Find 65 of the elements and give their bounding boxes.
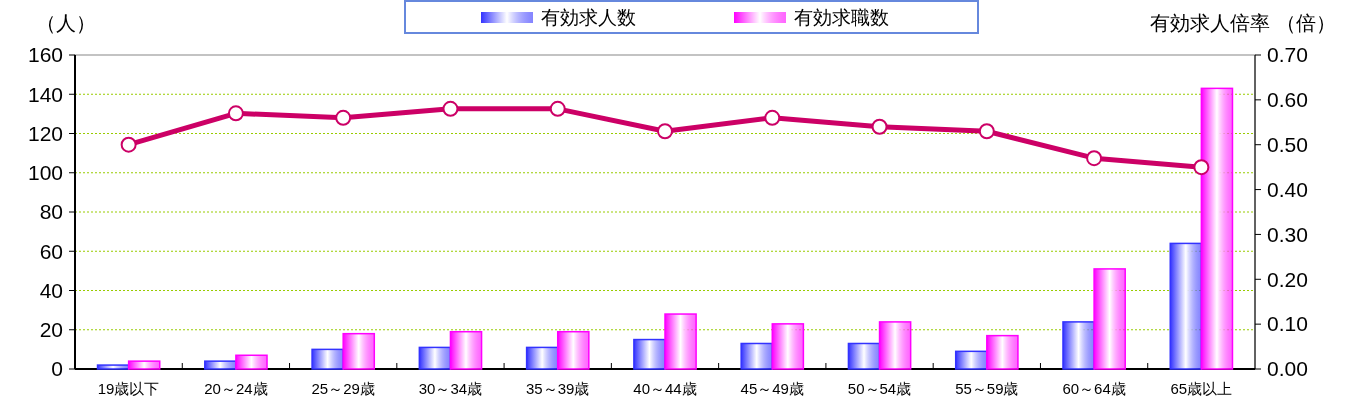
bar (418, 346, 452, 370)
bar (740, 342, 774, 370)
point (335, 109, 352, 126)
bar (204, 360, 237, 370)
legend-label: 有効求職数 (794, 6, 889, 28)
bar (1093, 268, 1126, 370)
y2-tick-label: 0.50 (1267, 133, 1308, 157)
y2-tick-label: 0.60 (1267, 88, 1308, 112)
bar (1200, 87, 1234, 370)
y2-tick-label: 0.20 (1267, 267, 1308, 291)
y2-tick-label: 0.10 (1267, 312, 1308, 336)
y-tick-label: 80 (39, 200, 63, 224)
point (1086, 150, 1103, 167)
point (549, 100, 566, 117)
point (442, 100, 459, 117)
x-tick-label: 25～29歳 (311, 380, 375, 397)
y2-tick-label: 0.40 (1267, 177, 1308, 201)
y-tick-label: 140 (27, 82, 63, 106)
bar (986, 334, 1019, 370)
y2-tick-label: 0.00 (1267, 357, 1308, 381)
bar (96, 364, 130, 370)
point (764, 109, 781, 126)
point (978, 123, 995, 140)
point (120, 136, 137, 153)
bar (633, 338, 666, 370)
x-tick-label: 30～34歳 (418, 380, 483, 397)
x-tick-label: 19歳以下 (97, 380, 160, 397)
x-tick-label: 40～44歳 (633, 380, 697, 397)
x-tick-label: 50～54歳 (847, 380, 912, 397)
bar (878, 321, 912, 370)
x-tick-label: 55～59歳 (955, 380, 1019, 397)
point (227, 105, 244, 122)
y2-tick-label: 0.30 (1267, 222, 1308, 246)
bar (342, 332, 376, 370)
y-axis-title: （人） (36, 12, 96, 34)
y-tick-label: 20 (39, 318, 63, 342)
bar (525, 346, 559, 370)
bar (771, 323, 805, 370)
x-tick-label: 35～39歳 (526, 380, 590, 397)
x-tick-label: 65歳以上 (1170, 380, 1233, 397)
y-tick-label: 60 (39, 239, 63, 263)
y-tick-label: 100 (27, 161, 63, 185)
bar (954, 350, 988, 370)
y-tick-label: 160 (27, 43, 63, 67)
bar (847, 342, 881, 370)
bar (235, 354, 268, 370)
point (657, 123, 673, 140)
y2-tick-label: 0.70 (1267, 43, 1308, 67)
bar (556, 330, 590, 370)
x-tick-label: 20～24歳 (204, 380, 268, 397)
bar (664, 313, 697, 370)
legend-label: 有効求人数 (541, 6, 636, 28)
point (1193, 159, 1210, 176)
bar (127, 360, 161, 370)
bar (1169, 242, 1203, 370)
bar (449, 330, 483, 370)
point (871, 118, 888, 135)
y-tick-label: 120 (27, 121, 63, 145)
bar (1062, 321, 1095, 370)
y-tick-label: 40 (39, 278, 63, 302)
y-tick-label: 0 (51, 357, 63, 381)
x-tick-label: 60～64歳 (1062, 380, 1126, 397)
bar (311, 348, 344, 370)
y2-axis-title: 有効求人倍率 （倍） (1150, 12, 1336, 34)
x-tick-label: 45～49歳 (740, 380, 804, 397)
